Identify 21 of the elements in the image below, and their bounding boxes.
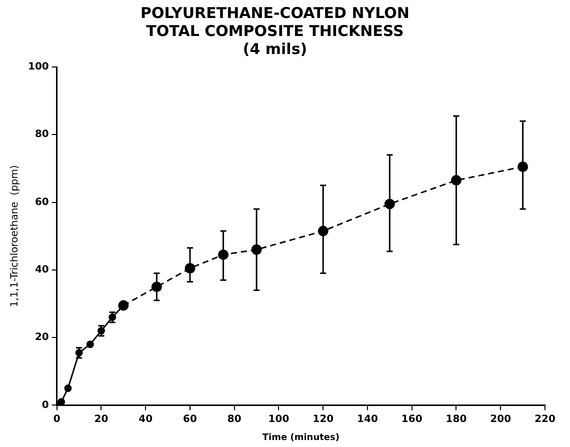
x-tick-label: 40 [138,414,153,425]
x-tick-label: 140 [357,414,378,425]
y-tick-label: 100 [28,62,49,73]
x-tick-label: 220 [534,414,556,425]
y-axis-title: 1,1,1-Trichloroethane (ppm) [10,164,21,308]
y-tick-label: 0 [42,400,49,411]
x-tick-label: 0 [53,414,60,425]
x-tick-label: 100 [268,414,290,425]
y-tick-label: 20 [34,332,49,344]
chart-title: POLYURETHANE-COATED NYLON TOTAL COMPOSITE THICKNESS (4 mils) [140,4,410,58]
x-tick-label: 160 [401,414,422,425]
y-tick-label: 80 [34,129,49,140]
x-tick-label: 20 [94,414,108,425]
x-tick-label: 180 [446,414,467,425]
x-tick-label: 120 [312,414,334,425]
x-axis-title: Time (minutes) [262,432,340,443]
y-tick-label: 60 [34,196,49,208]
y-tick-label: 40 [34,264,49,276]
x-tick-label: 200 [490,414,512,425]
x-tick-label: 80 [227,414,242,425]
x-tick-label: 60 [183,414,197,425]
